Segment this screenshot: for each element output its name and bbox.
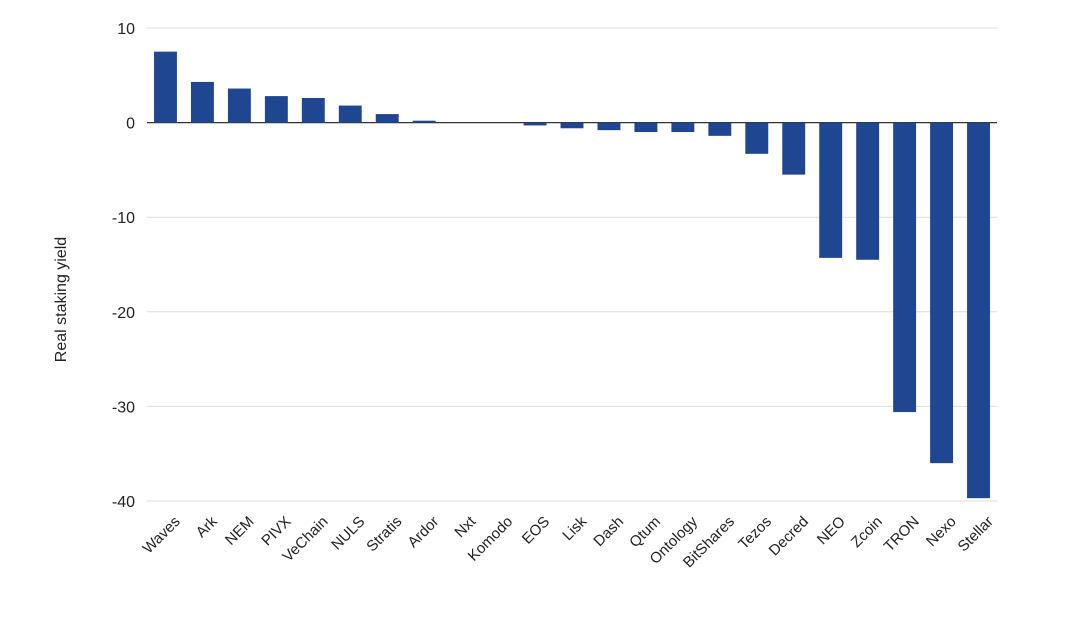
x-tick-label: Nexo (923, 513, 960, 550)
x-tick-label: Ardor (404, 513, 442, 551)
x-tick-label: Decred (766, 513, 812, 559)
bar-neo (819, 122, 843, 258)
bar-waves (154, 51, 177, 123)
bar-lisk (560, 122, 584, 129)
bar-qtum (634, 122, 658, 133)
y-tick-label: 0 (126, 116, 135, 133)
bar-ontology (671, 122, 695, 133)
grid-lines (147, 27, 997, 502)
x-tick-label: NEO (814, 513, 849, 548)
y-tick-label: -20 (112, 305, 135, 322)
bar-ardor (412, 120, 436, 123)
bar-bitshares (708, 122, 732, 136)
bar-dash (597, 122, 621, 131)
y-tick-label: -10 (112, 210, 135, 227)
y-tick-label: 10 (117, 21, 135, 38)
x-tick-label: Stratis (363, 513, 405, 555)
x-tick-label: TRON (881, 513, 923, 555)
x-tick-label: NEM (222, 513, 258, 549)
x-tick-label: Dash (590, 513, 627, 550)
bar-tron (893, 122, 917, 413)
x-tick-label: Stellar (955, 513, 997, 555)
y-axis-ticks: 10 0 -10 -20 -30 -40 (112, 21, 135, 511)
x-tick-label: Waves (140, 513, 184, 557)
bar-decred (782, 122, 806, 175)
y-tick-label: -40 (112, 494, 135, 511)
bar-nuls (338, 105, 362, 123)
x-tick-label: Lisk (559, 513, 590, 544)
x-tick-label: EOS (519, 513, 553, 547)
x-tick-label: Zcoin (848, 513, 886, 551)
bar-ark (190, 81, 214, 123)
bar-eos (523, 122, 547, 126)
bar-zcoin (856, 122, 880, 260)
x-tick-label: Nxt (451, 513, 480, 542)
x-tick-label: Ark (193, 513, 221, 541)
y-axis-title: Real staking yield (53, 237, 70, 362)
bar-tezos (745, 122, 769, 154)
bars (154, 51, 990, 499)
bar-stratis (375, 114, 399, 123)
x-tick-label: NULS (328, 513, 368, 553)
bar-stellar (967, 122, 990, 499)
y-tick-label: -30 (112, 399, 135, 416)
bar-nexo (930, 122, 954, 464)
bar-vechain (301, 98, 325, 123)
bar-nem (227, 88, 251, 123)
bar-pivx (264, 96, 288, 123)
